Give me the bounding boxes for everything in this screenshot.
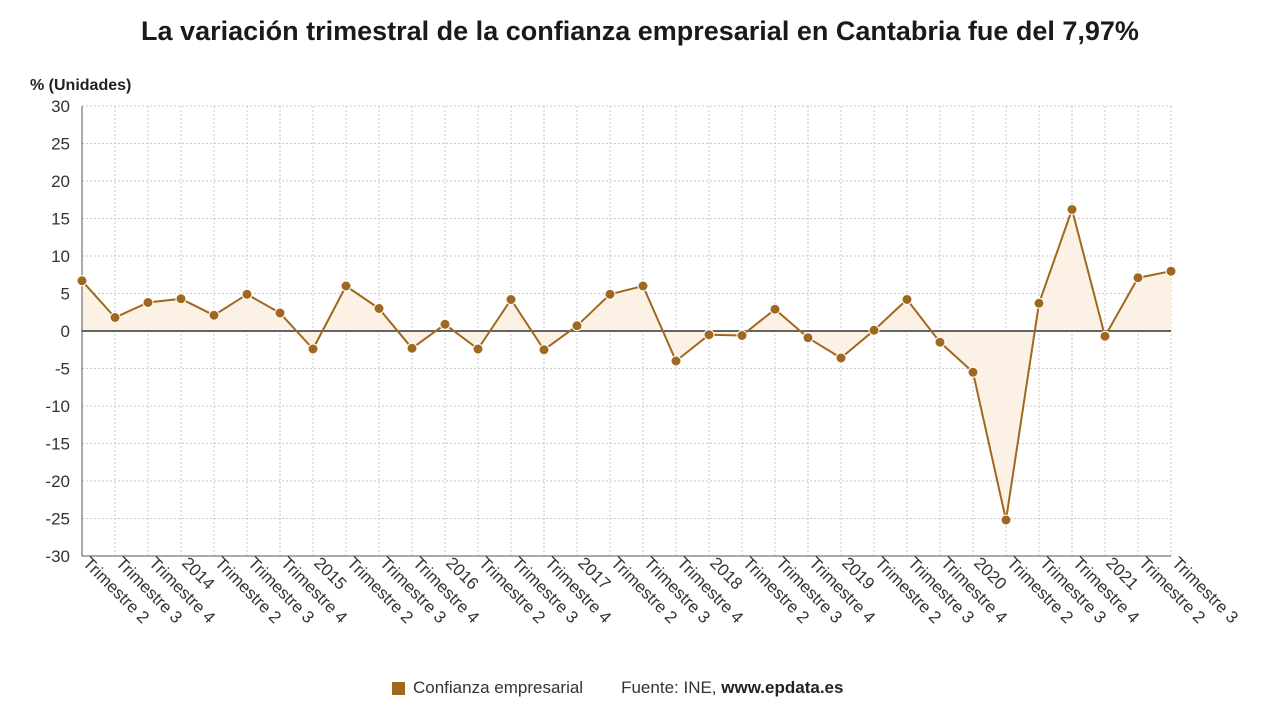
data-point xyxy=(736,330,748,341)
legend-swatch xyxy=(392,681,405,695)
data-point xyxy=(1099,330,1111,342)
data-point xyxy=(868,324,880,336)
data-point xyxy=(802,332,814,344)
data-point xyxy=(109,312,121,323)
data-point xyxy=(835,352,847,364)
data-point xyxy=(637,280,649,292)
series-line xyxy=(81,208,1172,521)
data-point xyxy=(406,342,418,354)
source-site: www.epdata.es xyxy=(721,678,844,697)
y-tick-label: 25 xyxy=(51,135,70,154)
y-tick-label: 5 xyxy=(61,285,70,304)
legend-series-label: Confianza empresarial xyxy=(413,678,584,697)
y-axis-label: % (Unidades) xyxy=(30,77,131,94)
y-tick-labels: 30 25 20 15 10 5 0 -5 -10 -15 -20 -25 -30 xyxy=(45,97,70,566)
data-point xyxy=(703,329,715,341)
data-points xyxy=(76,204,1177,526)
data-point xyxy=(769,303,781,315)
y-tick-label: -5 xyxy=(55,360,70,379)
y-tick-label: -20 xyxy=(45,472,70,491)
data-point xyxy=(142,297,154,308)
data-point xyxy=(241,288,253,300)
y-tick-label: 20 xyxy=(51,172,70,191)
data-point xyxy=(340,280,352,292)
data-point xyxy=(967,366,979,378)
data-point xyxy=(208,309,220,321)
data-point xyxy=(505,294,517,305)
data-point xyxy=(934,336,946,348)
y-tick-label: -25 xyxy=(45,510,70,529)
chart-title: La variación trimestral de la confianza … xyxy=(141,16,1139,46)
data-point xyxy=(901,294,913,305)
data-point xyxy=(439,318,451,330)
data-point xyxy=(175,293,187,305)
data-point xyxy=(670,355,682,367)
data-point xyxy=(1066,204,1078,215)
series-line-path xyxy=(81,208,1172,521)
data-point xyxy=(1132,272,1144,284)
data-point xyxy=(373,303,385,314)
data-point xyxy=(571,320,583,332)
y-tick-label: 30 xyxy=(51,97,70,116)
y-tick-label: 10 xyxy=(51,247,70,266)
source-note: Fuente: INE, www.epdata.es xyxy=(621,678,843,698)
data-point xyxy=(604,288,616,300)
data-point xyxy=(472,343,484,355)
y-tick-label: 0 xyxy=(61,322,70,341)
y-tick-label: -15 xyxy=(45,435,70,454)
y-tick-label: -30 xyxy=(45,547,70,566)
data-point xyxy=(274,307,286,319)
data-point xyxy=(1033,297,1045,309)
data-point xyxy=(76,275,88,287)
data-point xyxy=(1000,514,1012,526)
axes xyxy=(81,106,1171,557)
data-point xyxy=(538,344,550,356)
legend: Confianza empresarial Fuente: INE, www.e… xyxy=(392,678,843,698)
source-prefix: Fuente: INE, xyxy=(621,678,717,697)
data-point xyxy=(1165,265,1177,277)
y-tick-label: 15 xyxy=(51,210,70,229)
y-tick-label: -10 xyxy=(45,397,70,416)
data-point xyxy=(307,343,319,355)
